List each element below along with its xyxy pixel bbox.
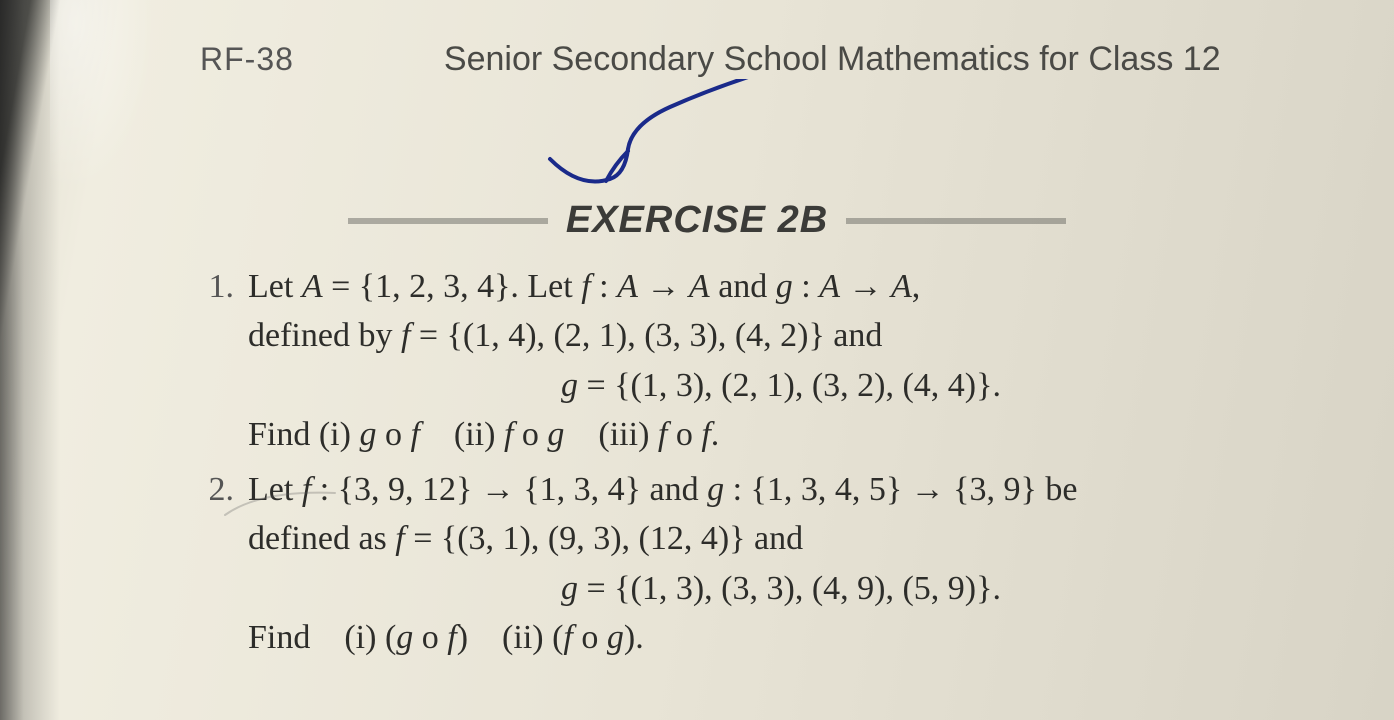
page-code: RF-38	[200, 41, 294, 78]
problem-line: g = {(1, 3), (3, 3), (4, 9), (5, 9)}.	[248, 564, 1314, 613]
problem-number: 1.	[200, 262, 234, 459]
page-header: RF-38 Senior Secondary School Mathematic…	[200, 40, 1314, 79]
problem-line: Find (i) (g o f) (ii) (f o g).	[248, 613, 1314, 662]
problems-list: 1. Let A = {1, 2, 3, 4}. Let f : A → A an…	[200, 262, 1314, 662]
textbook-page: RF-38 Senior Secondary School Mathematic…	[0, 0, 1394, 720]
problem-line: Let f : {3, 9, 12} → {1, 3, 4} and g : {…	[248, 465, 1314, 514]
problem-body: Let A = {1, 2, 3, 4}. Let f : A → A and …	[248, 262, 1314, 459]
problem-line: defined by f = {(1, 4), (2, 1), (3, 3), …	[248, 311, 1314, 360]
problem-body: Let f : {3, 9, 12} → {1, 3, 4} and g : {…	[248, 465, 1314, 662]
rule-right	[846, 218, 1066, 224]
pencil-underline-icon	[220, 485, 340, 525]
problem-line: Let A = {1, 2, 3, 4}. Let f : A → A and …	[248, 262, 1314, 311]
problem-line: g = {(1, 3), (2, 1), (3, 2), (4, 4)}.	[248, 361, 1314, 410]
problem: 2.Let f : {3, 9, 12} → {1, 3, 4} and g :…	[200, 465, 1314, 662]
rule-left	[348, 218, 548, 224]
problem-line: Find (i) g o f (ii) f o g (iii) f o f.	[248, 410, 1314, 459]
checkmark-area	[200, 109, 1314, 199]
problem-line: defined as f = {(3, 1), (9, 3), (12, 4)}…	[248, 514, 1314, 563]
book-title: Senior Secondary School Mathematics for …	[444, 40, 1221, 79]
checkmark-icon	[540, 79, 900, 209]
problem: 1. Let A = {1, 2, 3, 4}. Let f : A → A an…	[200, 262, 1314, 459]
